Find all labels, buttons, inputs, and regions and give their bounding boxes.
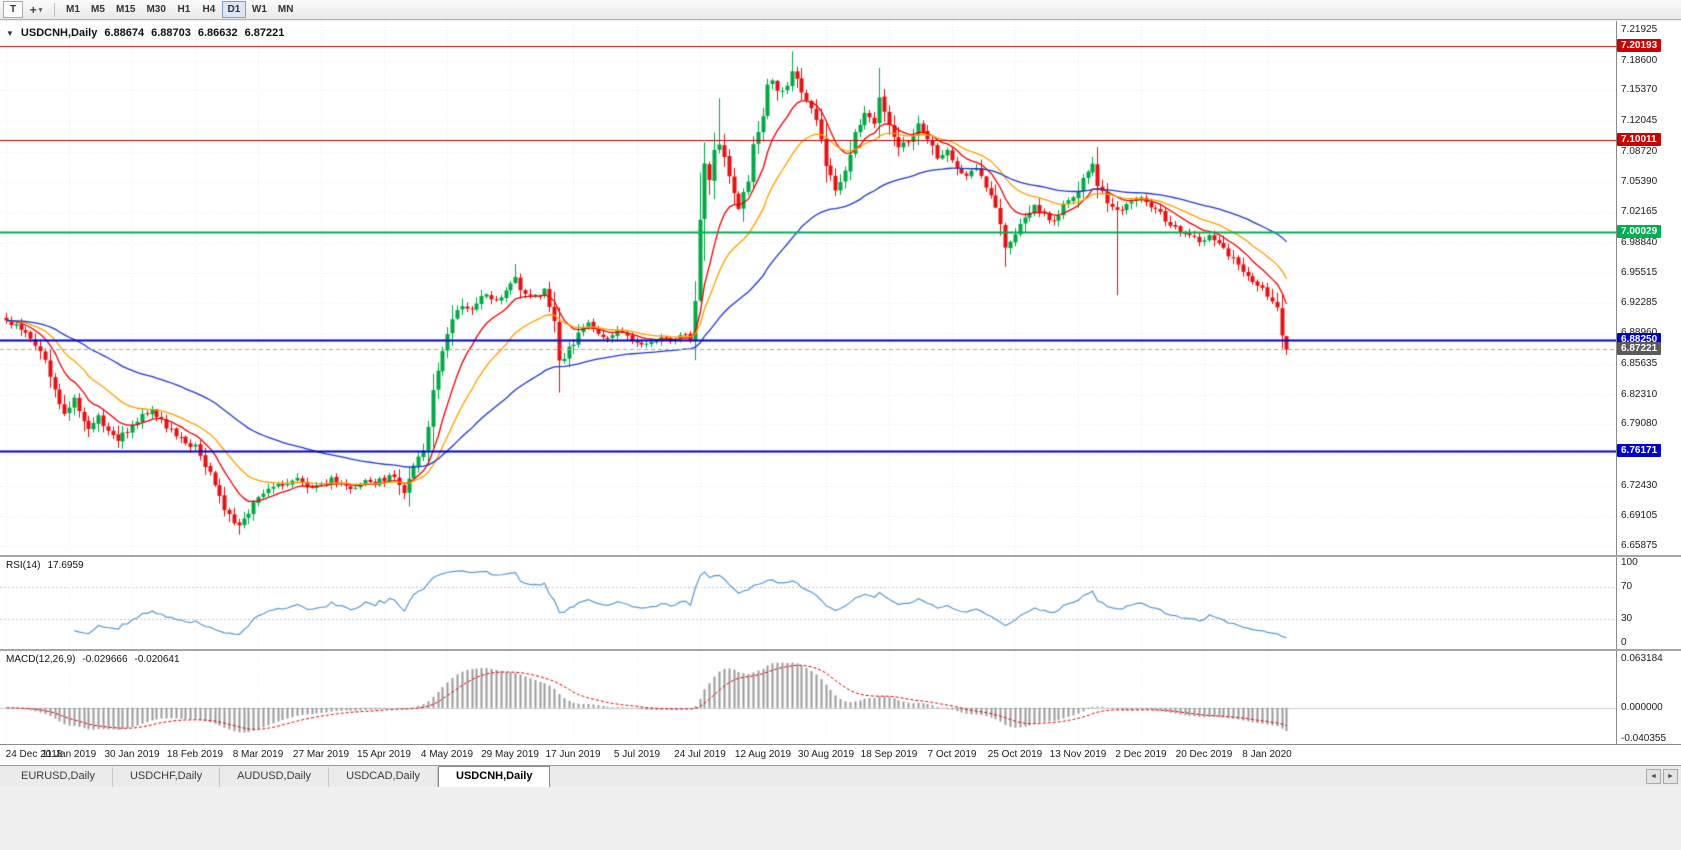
price-tick-label: 6.72430 xyxy=(1621,480,1658,491)
price-tick-label: 6.98840 xyxy=(1621,237,1658,248)
date-label: 30 Aug 2019 xyxy=(797,749,855,760)
rsi-panel-canvas[interactable] xyxy=(0,557,1616,649)
macd-tick-label: 0.063184 xyxy=(1621,653,1663,664)
cursor-tool-button[interactable]: + ▾ xyxy=(24,1,48,18)
date-label: 5 Jul 2019 xyxy=(613,749,661,760)
panel-splitter[interactable] xyxy=(0,649,1681,651)
date-label: 20 Dec 2019 xyxy=(1175,749,1233,760)
date-label: 18 Feb 2019 xyxy=(166,749,224,760)
price-line-badge: 7.00029 xyxy=(1617,225,1662,238)
tab-scroll-buttons: ◄ ► xyxy=(1646,769,1678,784)
crosshair-icon: + xyxy=(29,2,37,17)
panel-splitter[interactable] xyxy=(0,555,1681,557)
price-tick-label: 6.79080 xyxy=(1621,418,1658,429)
date-label: 29 May 2019 xyxy=(481,749,539,760)
rsi-name: RSI(14) xyxy=(6,560,41,571)
price-line-badge: 6.76171 xyxy=(1617,444,1662,457)
timeframe-button-m15[interactable]: M15 xyxy=(111,1,140,18)
price-tick-label: 6.69105 xyxy=(1621,510,1658,521)
rsi-tick-label: 30 xyxy=(1621,613,1633,624)
status-area xyxy=(0,787,1681,850)
price-tick-label: 6.88960 xyxy=(1621,327,1657,338)
text-tool-button[interactable]: T xyxy=(3,1,23,18)
date-label: 8 Mar 2019 xyxy=(232,749,284,760)
price-tick-label: 6.65875 xyxy=(1621,540,1658,551)
main-chart-canvas[interactable] xyxy=(0,21,1616,555)
price-tick-label: 7.21925 xyxy=(1621,24,1658,35)
ohlc-open: 6.88674 xyxy=(104,27,145,39)
macd-main-value: -0.029666 xyxy=(82,654,128,665)
timeframe-button-m5[interactable]: M5 xyxy=(86,1,110,18)
macd-tick-label: -0.040355 xyxy=(1621,733,1667,744)
chart-tab-audusd[interactable]: AUDUSD,Daily xyxy=(220,767,330,787)
price-line-badge: 7.10011 xyxy=(1617,133,1661,146)
date-label: 7 Oct 2019 xyxy=(927,749,977,760)
date-label: 25 Oct 2019 xyxy=(987,749,1043,760)
rsi-value: 17.6959 xyxy=(47,560,84,571)
timeframe-button-d1[interactable]: D1 xyxy=(221,1,246,18)
price-tick-label: 6.85635 xyxy=(1621,358,1658,369)
chart-window: ▼ USDCNH,Daily 6.88674 6.88703 6.86632 6… xyxy=(0,21,1681,765)
timeframe-button-h1[interactable]: H1 xyxy=(172,1,196,18)
date-label: 27 Mar 2019 xyxy=(292,749,350,760)
macd-panel-canvas[interactable] xyxy=(0,651,1616,744)
timeframe-button-h4[interactable]: H4 xyxy=(197,1,221,18)
collapse-triangle-icon[interactable]: ▼ xyxy=(6,28,14,38)
chart-tab-usdcad[interactable]: USDCAD,Daily xyxy=(329,767,439,787)
price-tick-label: 7.05390 xyxy=(1621,176,1658,187)
chart-tab-eurusd[interactable]: EURUSD,Daily xyxy=(4,767,113,787)
date-label: 13 Nov 2019 xyxy=(1049,749,1107,760)
price-tick-label: 7.02165 xyxy=(1621,206,1658,217)
price-axis[interactable] xyxy=(1616,21,1681,744)
price-tick-label: 7.08720 xyxy=(1621,146,1658,157)
macd-signal-value: -0.020641 xyxy=(134,654,180,665)
chart-tab-usdcnh[interactable]: USDCNH,Daily xyxy=(438,766,551,787)
price-tick-label: 7.15370 xyxy=(1621,84,1658,95)
price-tick-label: 7.18600 xyxy=(1621,55,1658,66)
price-tick-label: 6.95515 xyxy=(1621,267,1658,278)
rsi-tick-label: 0 xyxy=(1621,637,1627,648)
timeframe-button-w1[interactable]: W1 xyxy=(247,1,272,18)
timeframe-button-group: M1 M5 M15 M30 H1 H4 D1 W1 MN xyxy=(61,1,298,18)
date-label: 30 Jan 2019 xyxy=(104,749,160,760)
date-label: 2 Dec 2019 xyxy=(1115,749,1167,760)
timeframe-button-m1[interactable]: M1 xyxy=(61,1,85,18)
date-label: 8 Jan 2020 xyxy=(1242,749,1292,760)
date-label: 4 May 2019 xyxy=(420,749,474,760)
rsi-header: RSI(14) 17.6959 xyxy=(6,560,84,571)
date-label: 24 Dec 2018 xyxy=(5,749,63,760)
rsi-tick-label: 100 xyxy=(1621,557,1638,568)
rsi-tick-label: 70 xyxy=(1621,581,1633,592)
date-label: 18 Sep 2019 xyxy=(860,749,918,760)
toolbar-separator xyxy=(54,2,55,17)
tab-scroll-left-button[interactable]: ◄ xyxy=(1646,769,1661,784)
ohlc-high: 6.88703 xyxy=(151,27,191,39)
date-label: 24 Jul 2019 xyxy=(674,749,726,760)
timeframe-button-m30[interactable]: M30 xyxy=(141,1,170,18)
date-label: 11 Jan 2019 xyxy=(41,749,97,760)
date-label: 17 Jun 2019 xyxy=(545,749,601,760)
price-tick-label: 6.92285 xyxy=(1621,297,1658,308)
toolbar: T + ▾ M1 M5 M15 M30 H1 H4 D1 W1 MN xyxy=(0,0,1681,20)
date-label: 15 Apr 2019 xyxy=(357,749,411,760)
chart-title: ▼ USDCNH,Daily 6.88674 6.88703 6.86632 6… xyxy=(6,27,284,39)
chevron-down-icon: ▾ xyxy=(38,6,43,14)
price-tick-label: 7.12045 xyxy=(1621,115,1658,126)
chart-tab-usdchf[interactable]: USDCHF,Daily xyxy=(113,767,221,787)
tab-scroll-right-button[interactable]: ► xyxy=(1663,769,1678,784)
timeframe-button-mn[interactable]: MN xyxy=(273,1,299,18)
time-axis[interactable]: 24 Dec 2018 11 Jan 2019 30 Jan 2019 18 Feb … xyxy=(0,744,1681,765)
macd-name: MACD(12,26,9) xyxy=(6,654,76,665)
macd-header: MACD(12,26,9) -0.029666 -0.020641 xyxy=(6,654,180,665)
price-line-badge: 7.20193 xyxy=(1617,39,1662,52)
current-price-badge: 6.87221 xyxy=(1617,342,1662,355)
date-label: 12 Aug 2019 xyxy=(734,749,792,760)
price-tick-label: 6.82310 xyxy=(1621,389,1658,400)
ohlc-close: 6.87221 xyxy=(244,27,285,39)
chart-symbol-label: USDCNH,Daily xyxy=(20,27,98,39)
ohlc-low: 6.86632 xyxy=(197,27,238,39)
macd-tick-label: 0.000000 xyxy=(1621,702,1663,713)
chart-tab-bar: EURUSD,Daily USDCHF,Daily AUDUSD,Daily USDC… xyxy=(0,765,1681,787)
